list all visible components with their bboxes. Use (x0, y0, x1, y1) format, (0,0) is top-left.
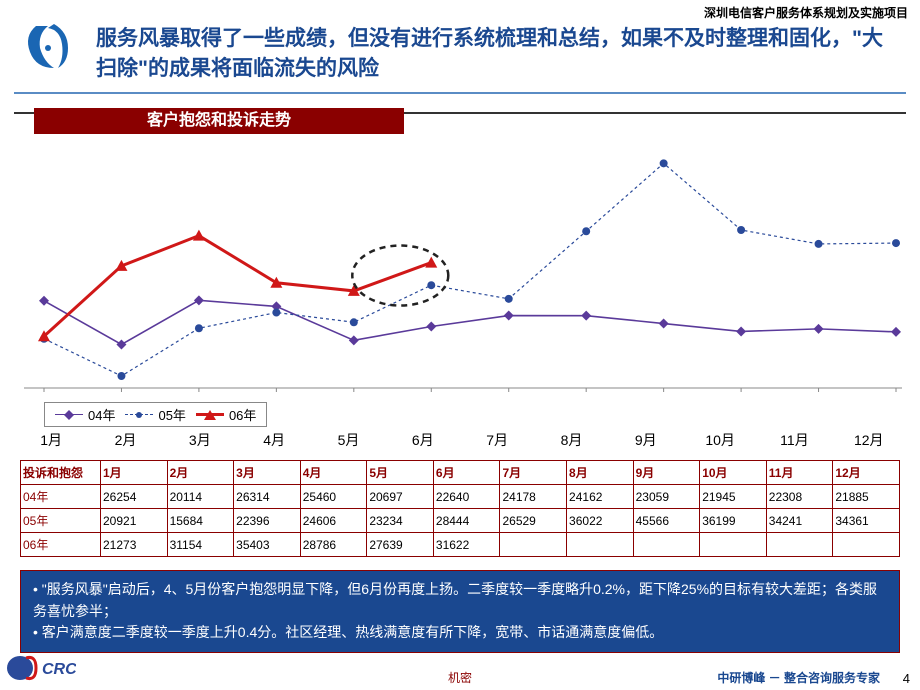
table-cell: 45566 (633, 509, 700, 533)
title-separator (14, 92, 906, 94)
note-item: 客户满意度二季度较一季度上升0.4分。社区经理、热线满意度有所下降，宽带、市话通… (33, 622, 887, 644)
table-cell (633, 533, 700, 557)
table-cell: 06年 (21, 533, 101, 557)
x-tick-label: 2月 (88, 430, 162, 450)
x-tick-label: 12月 (832, 430, 906, 450)
svg-text:CRC: CRC (42, 661, 76, 678)
table-header: 7月 (500, 461, 567, 485)
trend-chart (14, 138, 906, 398)
table-cell (500, 533, 567, 557)
table-cell: 20114 (167, 485, 234, 509)
chart-x-axis: 1月2月3月4月5月6月7月8月9月10月11月12月 (14, 430, 906, 450)
x-tick-label: 10月 (683, 430, 757, 450)
table-cell: 22640 (433, 485, 500, 509)
table-cell: 15684 (167, 509, 234, 533)
legend-item: 04年 (55, 405, 115, 424)
footer-brand: 中研博峰 － 整合咨询服务专家 (717, 669, 880, 686)
legend-item: 06年 (196, 405, 256, 424)
note-item: "服务风暴"启动后，4、5月份客户抱怨明显下降，但6月份再度上扬。二季度较一季度… (33, 579, 887, 622)
table-cell: 04年 (21, 485, 101, 509)
table-cell: 36199 (700, 509, 767, 533)
table-header: 11月 (766, 461, 833, 485)
table-cell (833, 533, 900, 557)
table-header: 2月 (167, 461, 234, 485)
table-cell (567, 533, 634, 557)
table-cell: 34241 (766, 509, 833, 533)
table-cell: 20697 (367, 485, 434, 509)
table-cell: 22308 (766, 485, 833, 509)
table-cell: 25460 (300, 485, 367, 509)
table-cell: 23234 (367, 509, 434, 533)
x-tick-label: 11月 (757, 430, 831, 450)
table-header: 6月 (433, 461, 500, 485)
table-cell: 21945 (700, 485, 767, 509)
legend-item: 05年 (125, 405, 185, 424)
table-header: 3月 (234, 461, 301, 485)
table-cell: 21273 (101, 533, 168, 557)
table-cell: 05年 (21, 509, 101, 533)
table-cell: 20921 (101, 509, 168, 533)
page-number: 4 (903, 671, 910, 686)
table-cell: 21885 (833, 485, 900, 509)
x-tick-label: 5月 (311, 430, 385, 450)
table-cell: 24162 (567, 485, 634, 509)
table-cell: 35403 (234, 533, 301, 557)
table-header: 8月 (567, 461, 634, 485)
telecom-logo (18, 18, 78, 83)
table-header: 1月 (101, 461, 168, 485)
table-cell: 36022 (567, 509, 634, 533)
page-title: 服务风暴取得了一些成绩，但没有进行系统梳理和总结，如果不及时整理和固化，"大扫除… (96, 24, 896, 85)
x-tick-label: 4月 (237, 430, 311, 450)
table-cell (766, 533, 833, 557)
x-tick-label: 7月 (460, 430, 534, 450)
x-tick-label: 3月 (163, 430, 237, 450)
notes-box: "服务风暴"启动后，4、5月份客户抱怨明显下降，但6月份再度上扬。二季度较一季度… (20, 570, 900, 653)
footer-confidential: 机密 (448, 669, 472, 686)
chart-legend: 04年 05年 06年 (44, 402, 267, 427)
x-tick-label: 9月 (609, 430, 683, 450)
table-cell: 31622 (433, 533, 500, 557)
table-cell: 28786 (300, 533, 367, 557)
table-header: 12月 (833, 461, 900, 485)
table-cell: 24606 (300, 509, 367, 533)
table-cell: 24178 (500, 485, 567, 509)
table-cell: 28444 (433, 509, 500, 533)
table-cell: 31154 (167, 533, 234, 557)
table-cell: 22396 (234, 509, 301, 533)
table-cell: 27639 (367, 533, 434, 557)
table-cell: 26314 (234, 485, 301, 509)
x-tick-label: 8月 (534, 430, 608, 450)
project-name: 深圳电信客户服务体系规划及实施项目 (704, 4, 908, 21)
table-header: 投诉和抱怨 (21, 461, 101, 485)
x-tick-label: 6月 (386, 430, 460, 450)
crc-logo: CRC (6, 655, 76, 686)
x-tick-label: 1月 (14, 430, 88, 450)
table-cell: 26254 (101, 485, 168, 509)
table-cell (700, 533, 767, 557)
data-table: 投诉和抱怨1月2月3月4月5月6月7月8月9月10月11月12月 04年26254… (20, 460, 900, 557)
table-cell: 26529 (500, 509, 567, 533)
table-cell: 34361 (833, 509, 900, 533)
table-header: 10月 (700, 461, 767, 485)
section-banner: 客户抱怨和投诉走势 (34, 108, 404, 134)
table-header: 9月 (633, 461, 700, 485)
table-header: 5月 (367, 461, 434, 485)
table-header: 4月 (300, 461, 367, 485)
table-cell: 23059 (633, 485, 700, 509)
